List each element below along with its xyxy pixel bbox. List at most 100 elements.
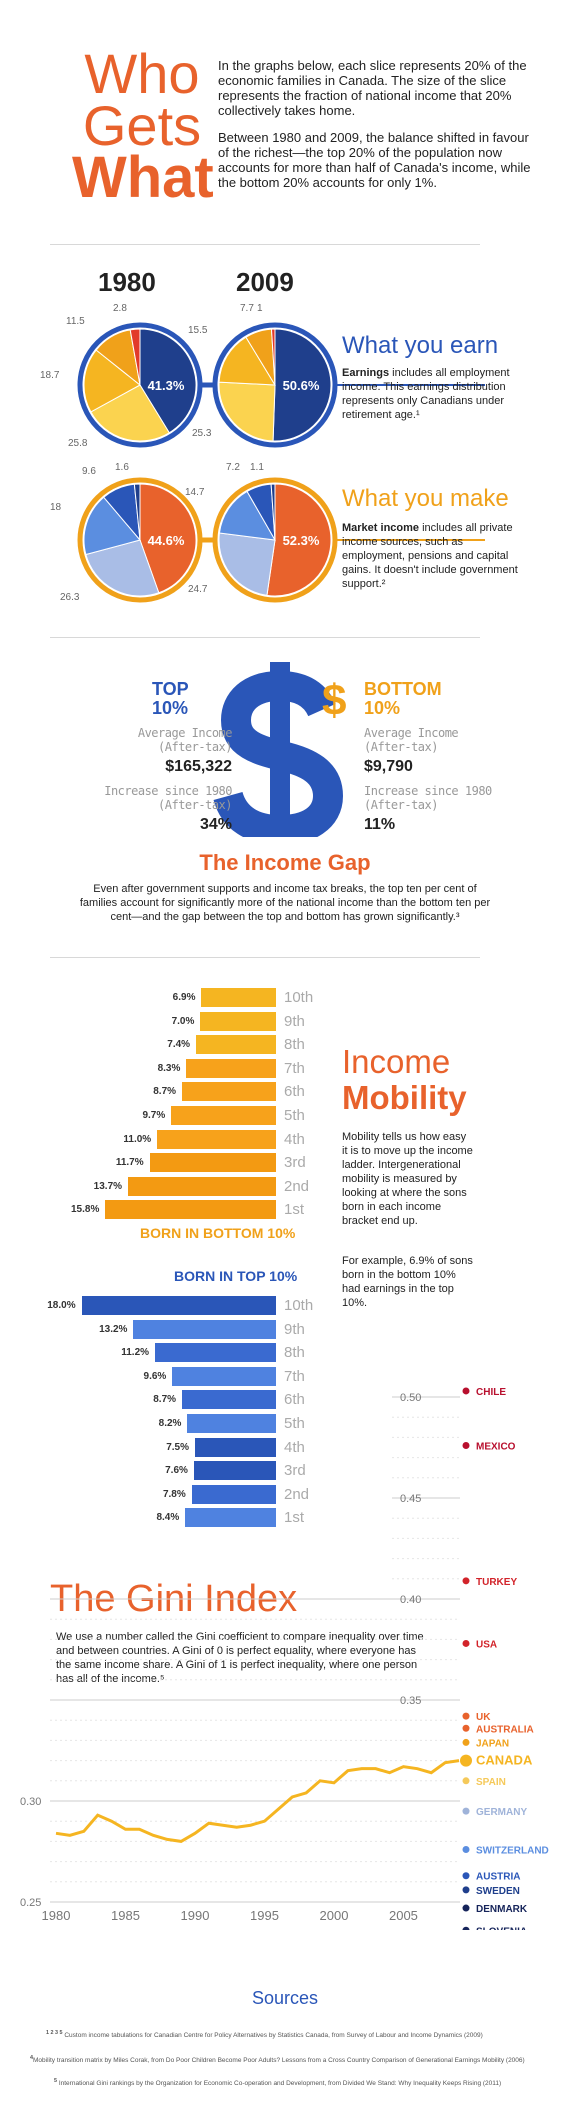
country-dot	[462, 1886, 470, 1894]
pie-label: 25.8	[68, 438, 88, 449]
pie-slice	[83, 496, 141, 556]
year-label-2009: 2009	[236, 267, 294, 297]
gini-x-tick: 1980	[42, 1908, 71, 1923]
country-dot	[462, 1872, 470, 1880]
country-dot	[462, 1777, 470, 1785]
source-line-3: 5 International Gini rankings by the Org…	[54, 2078, 554, 2087]
make-desc-bold: Market income	[342, 522, 420, 534]
year-label-1980: 1980	[98, 267, 156, 297]
pie-slice	[129, 328, 141, 386]
country-label: SPAIN	[476, 1777, 506, 1788]
mobility-bar	[186, 1058, 276, 1078]
country-dot	[462, 1845, 470, 1853]
pie-label: 11.5	[66, 316, 85, 327]
pie-label: 7.7	[240, 303, 254, 314]
mobility-value-label: 8.7%	[153, 1086, 177, 1098]
bottom-10-title: BOTTOM 10%	[364, 679, 442, 718]
country-dot	[462, 1807, 470, 1815]
intro-text: In the graphs below, each slice represen…	[218, 58, 538, 190]
country-dot	[462, 1639, 470, 1647]
pie-label: 15.5	[188, 325, 208, 336]
pie-slice	[133, 483, 141, 541]
mobility-value-label: 9.7%	[142, 1110, 166, 1121]
mobility-value-label: 6.9%	[172, 992, 196, 1003]
gini-y-tick: 0.35	[400, 1695, 421, 1707]
country-dot	[462, 1904, 470, 1912]
divider	[50, 957, 480, 958]
pie-slice	[272, 328, 332, 442]
pie-label: 14.7	[185, 487, 205, 498]
pie-main-label: 52.3%	[283, 533, 320, 548]
mobility-bar	[201, 988, 276, 1007]
mobility-value-label: 13.2%	[99, 1323, 128, 1335]
top-10-title: TOP 10%	[152, 679, 189, 718]
gini-description: We use a number called the Gini coeffici…	[56, 1631, 424, 1685]
gini-y-tick: 0.45	[400, 1493, 421, 1505]
bottom-avg-value: $9,790	[364, 758, 413, 775]
mobility-title-line1: Income	[342, 1043, 451, 1080]
country-dot	[462, 1441, 470, 1449]
pie-label: 1	[257, 303, 263, 314]
pie-slice	[266, 483, 332, 597]
decile-label: 10th	[284, 989, 314, 1006]
pie-label: 7.2	[226, 462, 240, 473]
country-label: CANADA	[476, 1753, 533, 1768]
dollar-sign-icon	[213, 662, 344, 837]
mobility-bar	[200, 1011, 276, 1031]
country-label: DENMARK	[476, 1904, 528, 1915]
divider	[50, 637, 480, 638]
decile-label: 8th	[284, 1036, 305, 1054]
income-gap-description: Even after government supports and incom…	[79, 883, 491, 923]
mobility-bar	[196, 1035, 276, 1055]
income-gap-title: The Income Gap	[199, 850, 371, 875]
country-dot	[462, 1577, 470, 1585]
pie-label: 9.6	[82, 466, 96, 477]
country-label: SWITZERLAND	[476, 1845, 549, 1856]
source-1-num: 1 2 3 5	[46, 2030, 63, 2036]
pie-label: 24.7	[188, 584, 208, 595]
make-desc-text: includes all private income sources, suc…	[342, 522, 518, 590]
decile-label: 2nd	[284, 1177, 310, 1195]
country-label: GERMANY	[476, 1807, 527, 1818]
decile-label: 9th	[284, 1320, 305, 1338]
bottom-avg-label: Average Income (After-tax)	[364, 726, 459, 754]
pie-slice	[90, 384, 170, 442]
earn-desc-text: includes all employment income. This ear…	[342, 367, 510, 421]
mobility-title-line2: Mobility	[342, 1079, 467, 1116]
decile-label: 4th	[284, 1130, 305, 1148]
gini-y-tick: 0.25	[20, 1897, 41, 1909]
source-line-1: 1 2 3 5 Custom income tabulations for Ca…	[46, 2030, 546, 2039]
mobility-value-label: 7.4%	[167, 1039, 191, 1051]
pie-slice	[139, 328, 197, 434]
source-3-text: International Gini rankings by the Organ…	[58, 2080, 502, 2088]
gini-x-tick: 1990	[181, 1908, 210, 1923]
country-label: JAPAN	[476, 1738, 509, 1749]
pie-main-label: 41.3%	[148, 378, 185, 393]
intro-paragraph-1: In the graphs below, each slice represen…	[218, 58, 527, 118]
sources-title: Sources	[251, 1988, 319, 2008]
mobility-bar	[105, 1200, 276, 1220]
mobility-value-label: 7.0%	[171, 1015, 195, 1027]
top-avg-value: $165,322	[165, 758, 232, 775]
top-inc-value: 34%	[199, 816, 232, 833]
country-label: UK	[476, 1712, 491, 1723]
pie-slice	[218, 532, 276, 596]
decile-label: 3rd	[284, 1154, 306, 1172]
country-label: MEXICO	[476, 1441, 516, 1452]
gini-x-tick: 2005	[389, 1908, 418, 1923]
source-3-num: 5	[54, 2078, 58, 2084]
decile-label: 10th	[284, 1297, 314, 1314]
bottom-inc-value: 11%	[364, 816, 396, 833]
pie-label: 1.6	[115, 462, 129, 473]
pie-slice	[83, 349, 141, 413]
country-label: TURKEY	[476, 1577, 517, 1588]
mobility-description: Mobility tells us how easy it is to move…	[342, 1131, 473, 1227]
mobility-value-label: 8.3%	[157, 1062, 181, 1074]
pie-label: 18	[50, 502, 62, 513]
mobility-value-label: 15.8%	[71, 1204, 100, 1216]
mobility-value-label: 11.2%	[121, 1347, 150, 1359]
what-you-earn-title: What you earn	[342, 332, 499, 359]
decile-label: 7th	[284, 1059, 305, 1077]
country-label: SWEDEN	[476, 1886, 520, 1897]
born-bottom-title: BORN IN BOTTOM 10%	[140, 1225, 296, 1241]
